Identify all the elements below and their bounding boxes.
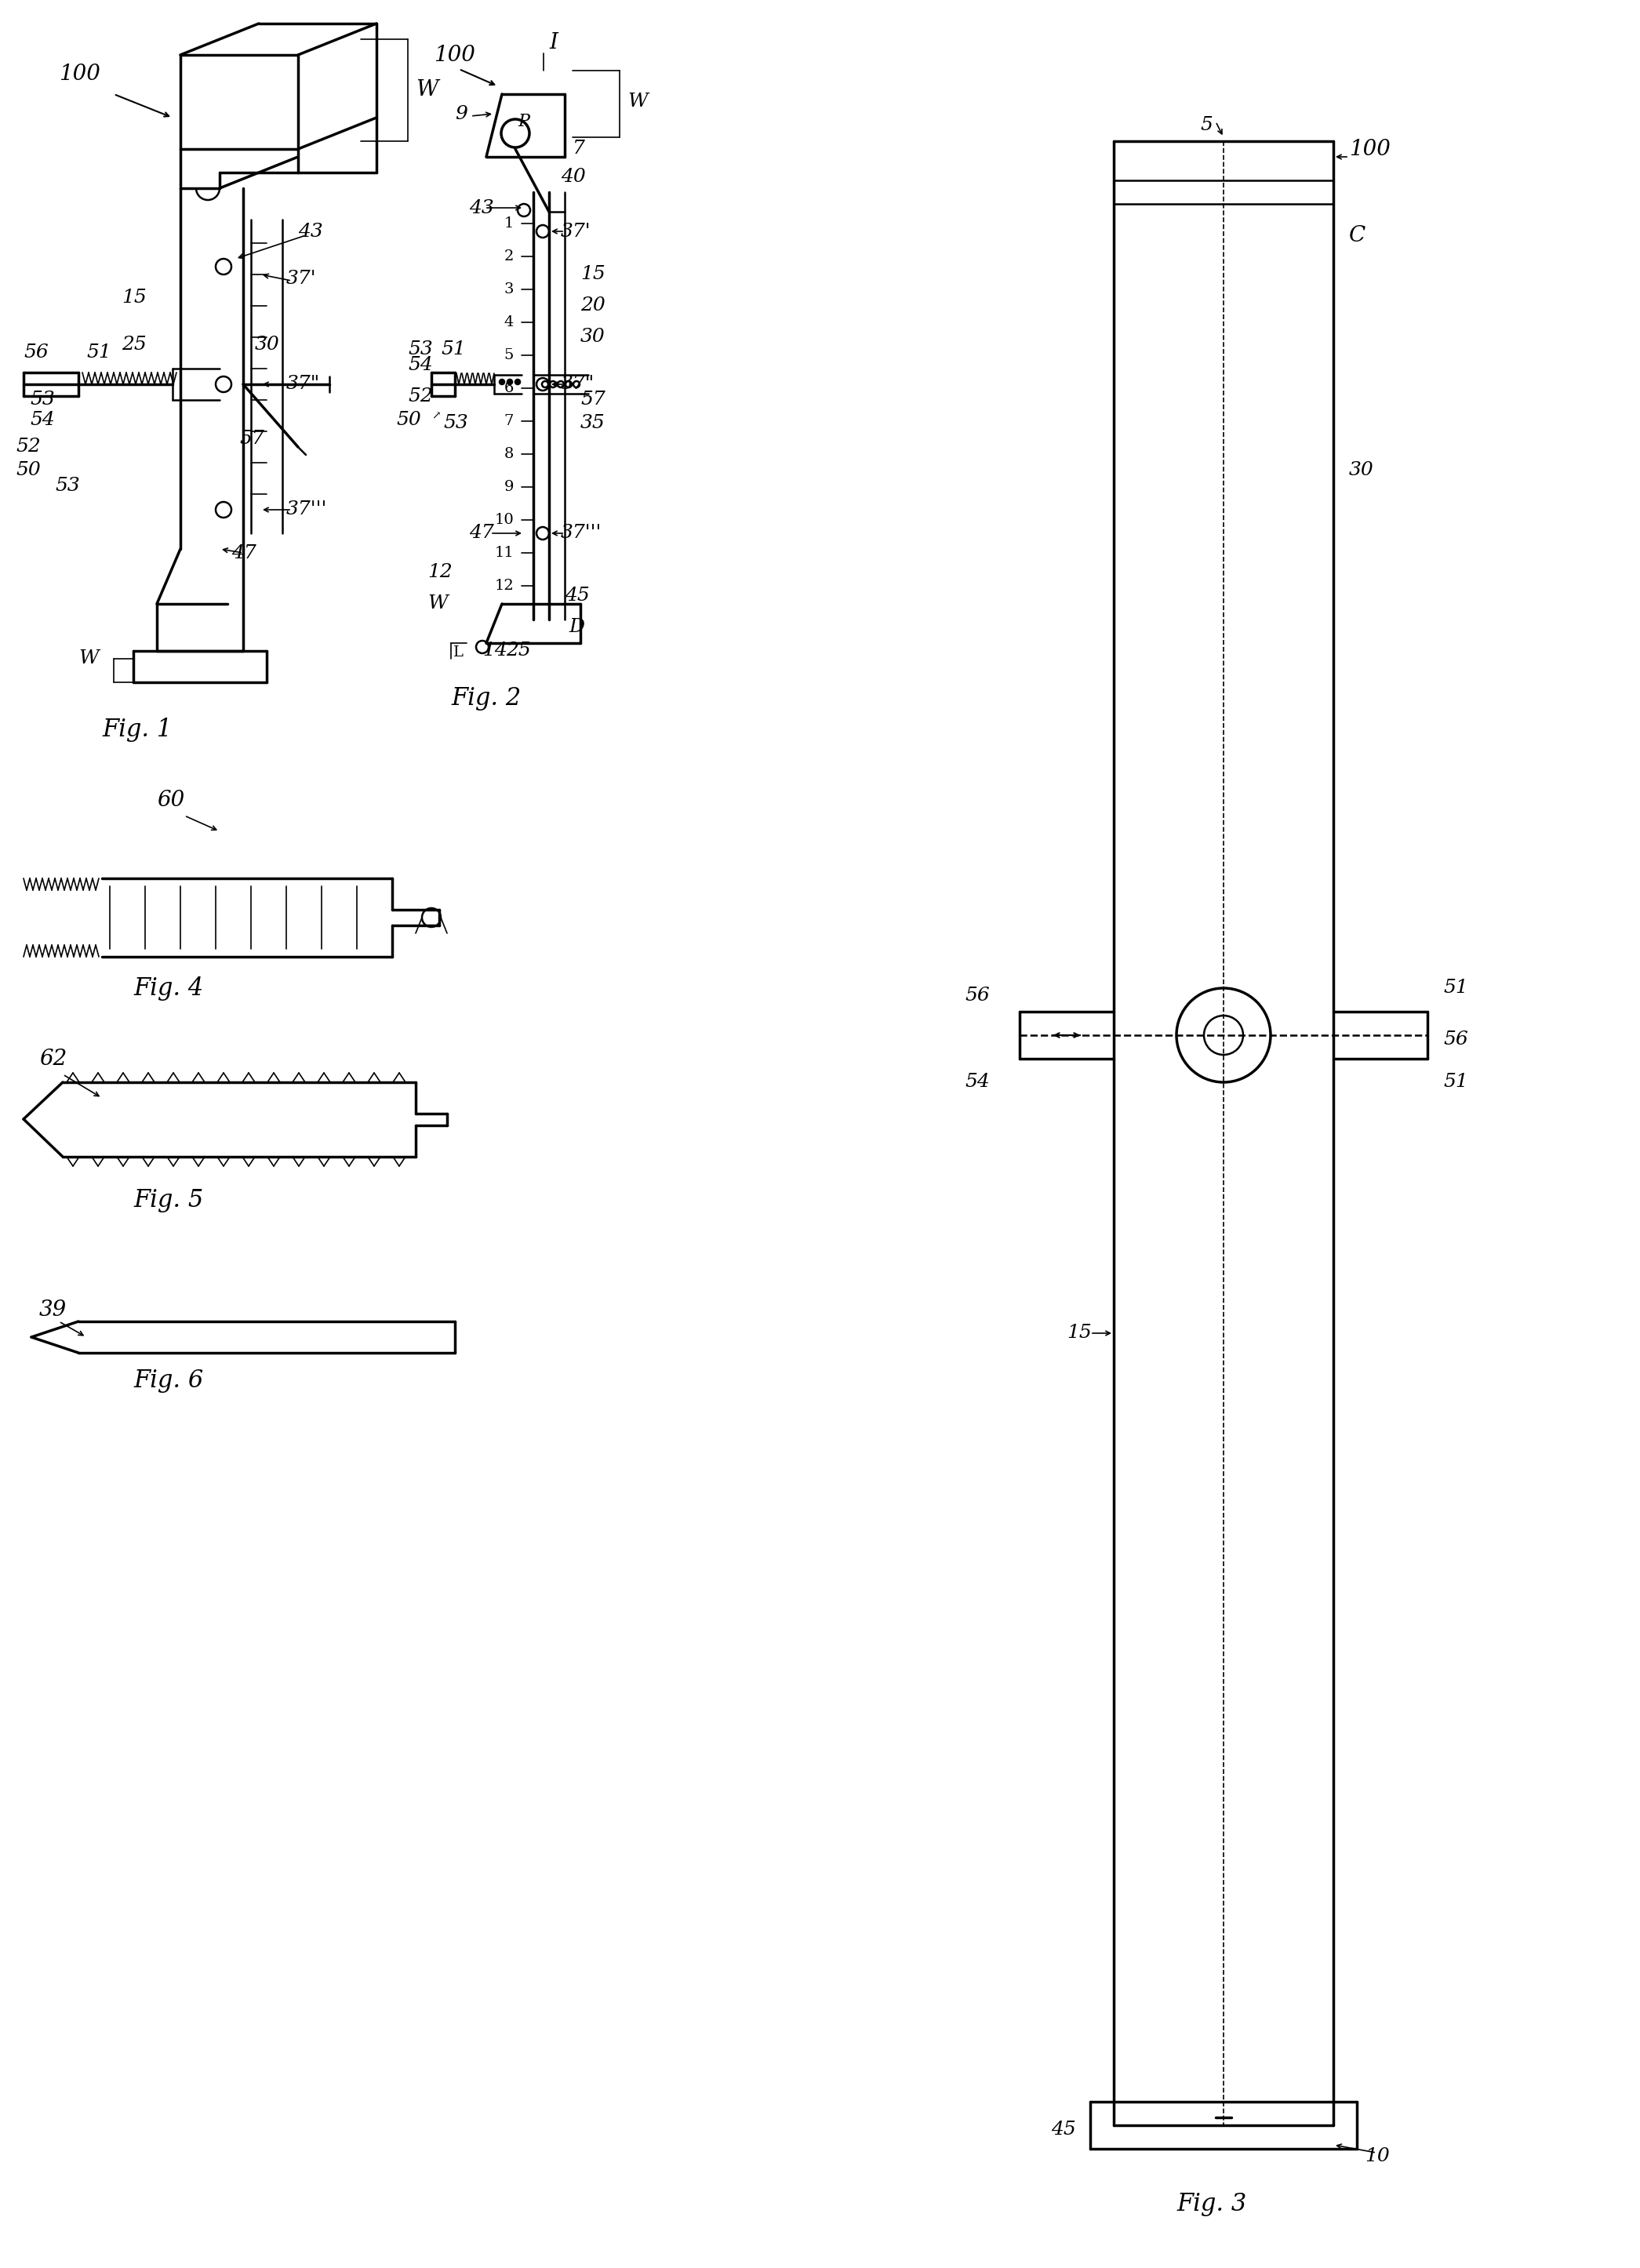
Text: 50: 50 <box>397 411 421 429</box>
Text: 100: 100 <box>59 64 100 86</box>
Text: 43: 43 <box>298 222 323 240</box>
Text: 53: 53 <box>54 476 80 494</box>
Text: Fig. 4: Fig. 4 <box>133 975 203 1000</box>
Text: 56: 56 <box>1443 1030 1468 1048</box>
Text: 47: 47 <box>231 544 256 562</box>
Text: 54: 54 <box>30 411 54 429</box>
Text: I: I <box>549 32 558 54</box>
Text: Fig. 1: Fig. 1 <box>102 717 172 742</box>
Text: 15: 15 <box>121 288 146 306</box>
Text: 7: 7 <box>503 415 513 429</box>
Text: 53: 53 <box>443 415 467 433</box>
Text: 45: 45 <box>564 587 590 606</box>
Text: 14: 14 <box>482 642 507 660</box>
Text: 12: 12 <box>494 578 513 592</box>
Circle shape <box>515 379 520 383</box>
Text: 57: 57 <box>239 431 264 449</box>
Text: 51: 51 <box>441 340 466 358</box>
Text: P: P <box>518 113 530 129</box>
Text: W: W <box>415 79 438 100</box>
Text: 39: 39 <box>39 1300 67 1320</box>
Text: 30: 30 <box>254 336 280 354</box>
Text: 37': 37' <box>287 270 317 288</box>
Text: 43: 43 <box>469 200 494 218</box>
Text: 53: 53 <box>408 340 433 358</box>
Text: Fig. 5: Fig. 5 <box>133 1188 203 1211</box>
Text: 52: 52 <box>408 388 433 406</box>
Text: 5: 5 <box>1200 116 1212 134</box>
Text: 54: 54 <box>408 356 433 374</box>
Text: 45: 45 <box>1051 2121 1076 2139</box>
Text: 10: 10 <box>1364 2148 1389 2166</box>
Text: 56: 56 <box>964 987 989 1005</box>
Text: 25: 25 <box>505 642 531 660</box>
Text: 37": 37" <box>561 374 595 392</box>
Text: ↗: ↗ <box>431 411 441 422</box>
Circle shape <box>500 379 505 383</box>
Text: Fig. 3: Fig. 3 <box>1176 2191 1246 2216</box>
Text: 51: 51 <box>87 345 112 363</box>
Text: 52: 52 <box>16 438 41 456</box>
Text: 100: 100 <box>433 45 476 66</box>
Text: C: C <box>1350 225 1366 245</box>
Text: 2: 2 <box>503 249 513 263</box>
Text: 62: 62 <box>39 1048 67 1068</box>
Text: 11: 11 <box>494 547 513 560</box>
Text: 20: 20 <box>581 297 605 315</box>
Text: 1: 1 <box>503 215 513 231</box>
Text: 54: 54 <box>964 1073 989 1091</box>
Text: 50: 50 <box>16 460 41 479</box>
Text: Fig. 2: Fig. 2 <box>451 685 522 710</box>
Text: W: W <box>428 594 448 612</box>
Text: 8: 8 <box>503 447 513 460</box>
Text: 10: 10 <box>494 513 513 526</box>
Circle shape <box>507 379 512 383</box>
Text: 15: 15 <box>581 265 605 284</box>
Text: 37''': 37''' <box>287 501 328 519</box>
Text: 9: 9 <box>454 104 467 122</box>
Text: 12: 12 <box>428 562 453 581</box>
Text: 25: 25 <box>121 336 146 354</box>
Text: 37''': 37''' <box>561 524 602 542</box>
Text: W: W <box>628 93 648 111</box>
Text: 9: 9 <box>503 481 513 494</box>
Text: 60: 60 <box>157 789 185 810</box>
Text: 5: 5 <box>503 349 513 363</box>
Text: 30: 30 <box>581 329 605 347</box>
Text: D: D <box>569 619 584 637</box>
Text: 37': 37' <box>561 222 590 240</box>
Text: 53: 53 <box>30 390 54 408</box>
Text: 15: 15 <box>1066 1325 1092 1343</box>
Text: W: W <box>79 649 98 667</box>
Text: 37": 37" <box>287 374 320 392</box>
Text: 3: 3 <box>503 281 513 297</box>
Text: 4: 4 <box>503 315 513 329</box>
Text: L: L <box>453 646 464 660</box>
Text: 51: 51 <box>1443 1073 1468 1091</box>
Text: 57: 57 <box>581 390 605 408</box>
Text: 7: 7 <box>572 141 585 159</box>
Text: 6: 6 <box>503 381 513 395</box>
Text: Fig. 6: Fig. 6 <box>133 1368 203 1393</box>
Text: 40: 40 <box>561 168 585 186</box>
Text: 56: 56 <box>23 345 49 363</box>
Text: 30: 30 <box>1350 460 1374 479</box>
Text: 35: 35 <box>581 415 605 433</box>
Text: 51: 51 <box>1443 980 1468 998</box>
Text: 100: 100 <box>1350 138 1391 159</box>
Text: 47: 47 <box>469 524 494 542</box>
